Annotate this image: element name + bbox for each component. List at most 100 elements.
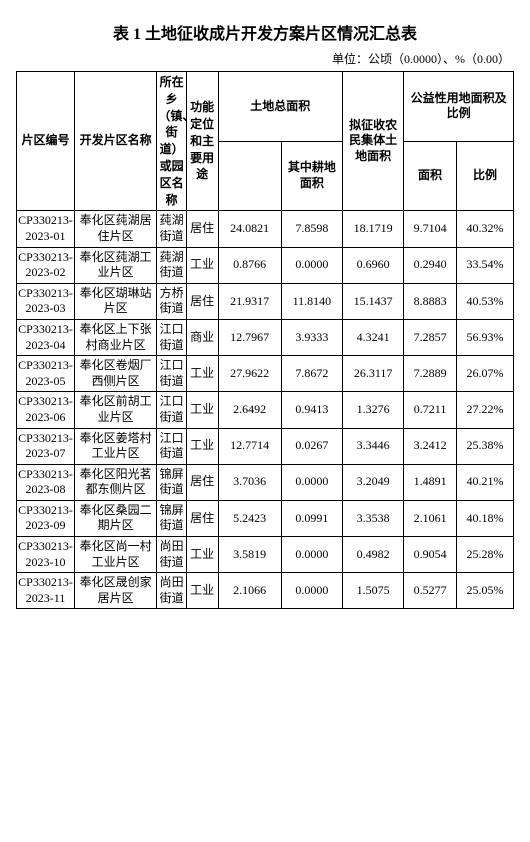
cell-gd: 7.8598 [281, 211, 342, 247]
cell-gd: 0.0000 [281, 464, 342, 500]
table-row: CP330213-2023-09奉化区桑园二期片区锦屏街道居住5.24230.0… [17, 500, 514, 536]
cell-gd: 11.8140 [281, 283, 342, 319]
cell-pub_pct: 33.54% [456, 247, 513, 283]
cell-total: 0.8766 [218, 247, 281, 283]
table-row: CP330213-2023-11奉化区晟创家居片区尚田街道工业2.10660.0… [17, 573, 514, 609]
col-gd: 其中耕地面积 [281, 141, 342, 211]
cell-pub_area: 0.7211 [404, 392, 457, 428]
cell-pub_pct: 40.21% [456, 464, 513, 500]
cell-town: 锦屏街道 [157, 464, 187, 500]
cell-use: 工业 [186, 247, 218, 283]
cell-town: 江口街道 [157, 392, 187, 428]
cell-coll: 18.1719 [343, 211, 404, 247]
cell-name: 奉化区晟创家居片区 [75, 573, 157, 609]
cell-use: 商业 [186, 319, 218, 355]
cell-total: 2.1066 [218, 573, 281, 609]
col-coll: 拟征收农民集体土地面积 [343, 72, 404, 211]
cell-pub_area: 7.2857 [404, 319, 457, 355]
cell-name: 奉化区瑚琳站片区 [75, 283, 157, 319]
unit-label: 单位：公顷（0.0000）、%（0.00） [16, 50, 514, 67]
cell-total: 12.7714 [218, 428, 281, 464]
cell-coll: 26.3117 [343, 356, 404, 392]
cell-pub_area: 0.5277 [404, 573, 457, 609]
cell-use: 居住 [186, 211, 218, 247]
col-pub-area: 面积 [404, 141, 457, 211]
cell-name: 奉化区莼湖居住片区 [75, 211, 157, 247]
cell-pub_pct: 40.53% [456, 283, 513, 319]
table-row: CP330213-2023-07奉化区姜塔村工业片区江口街道工业12.77140… [17, 428, 514, 464]
summary-table: 片区编号 开发片区名称 所在乡（镇、街道）或园区名称 功能定位和主要用途 土地总… [16, 71, 514, 609]
cell-name: 奉化区桑园二期片区 [75, 500, 157, 536]
cell-gd: 0.9413 [281, 392, 342, 428]
cell-coll: 3.3446 [343, 428, 404, 464]
cell-town: 方桥街道 [157, 283, 187, 319]
cell-town: 江口街道 [157, 319, 187, 355]
cell-use: 居住 [186, 500, 218, 536]
cell-use: 工业 [186, 392, 218, 428]
cell-use: 居住 [186, 464, 218, 500]
cell-id: CP330213-2023-03 [17, 283, 75, 319]
cell-coll: 4.3241 [343, 319, 404, 355]
cell-name: 奉化区姜塔村工业片区 [75, 428, 157, 464]
cell-pub_pct: 56.93% [456, 319, 513, 355]
cell-gd: 0.0000 [281, 247, 342, 283]
cell-town: 江口街道 [157, 428, 187, 464]
cell-name: 奉化区前胡工业片区 [75, 392, 157, 428]
col-name: 开发片区名称 [75, 72, 157, 211]
cell-id: CP330213-2023-06 [17, 392, 75, 428]
cell-pub_area: 0.9054 [404, 537, 457, 573]
cell-pub_area: 8.8883 [404, 283, 457, 319]
table-row: CP330213-2023-04奉化区上下张村商业片区江口街道商业12.7967… [17, 319, 514, 355]
col-pub-group: 公益性用地面积及比例 [404, 72, 514, 142]
cell-total: 21.9317 [218, 283, 281, 319]
cell-gd: 7.8672 [281, 356, 342, 392]
cell-coll: 1.3276 [343, 392, 404, 428]
cell-total: 5.2423 [218, 500, 281, 536]
cell-pub_area: 0.2940 [404, 247, 457, 283]
cell-pub_pct: 26.07% [456, 356, 513, 392]
cell-town: 莼湖街道 [157, 247, 187, 283]
col-pub-pct: 比例 [456, 141, 513, 211]
cell-pub_pct: 25.38% [456, 428, 513, 464]
col-id: 片区编号 [17, 72, 75, 211]
table-row: CP330213-2023-06奉化区前胡工业片区江口街道工业2.64920.9… [17, 392, 514, 428]
col-town: 所在乡（镇、街道）或园区名称 [157, 72, 187, 211]
table-row: CP330213-2023-02奉化区莼湖工业片区莼湖街道工业0.87660.0… [17, 247, 514, 283]
cell-town: 江口街道 [157, 356, 187, 392]
cell-coll: 15.1437 [343, 283, 404, 319]
cell-name: 奉化区尚一村工业片区 [75, 537, 157, 573]
cell-gd: 0.0267 [281, 428, 342, 464]
cell-id: CP330213-2023-07 [17, 428, 75, 464]
table-body: CP330213-2023-01奉化区莼湖居住片区莼湖街道居住24.08217.… [17, 211, 514, 609]
cell-coll: 0.6960 [343, 247, 404, 283]
cell-use: 工业 [186, 356, 218, 392]
cell-coll: 1.5075 [343, 573, 404, 609]
table-row: CP330213-2023-03奉化区瑚琳站片区方桥街道居住21.931711.… [17, 283, 514, 319]
table-row: CP330213-2023-08奉化区阳光茗都东侧片区锦屏街道居住3.70360… [17, 464, 514, 500]
cell-id: CP330213-2023-01 [17, 211, 75, 247]
cell-id: CP330213-2023-11 [17, 573, 75, 609]
cell-pub_area: 1.4891 [404, 464, 457, 500]
cell-pub_pct: 27.22% [456, 392, 513, 428]
cell-pub_pct: 25.05% [456, 573, 513, 609]
cell-total: 3.5819 [218, 537, 281, 573]
cell-id: CP330213-2023-10 [17, 537, 75, 573]
cell-id: CP330213-2023-05 [17, 356, 75, 392]
cell-town: 锦屏街道 [157, 500, 187, 536]
cell-gd: 0.0000 [281, 573, 342, 609]
cell-pub_area: 7.2889 [404, 356, 457, 392]
page-title: 表 1 土地征收成片开发方案片区情况汇总表 [16, 20, 514, 44]
table-row: CP330213-2023-05奉化区卷烟厂西侧片区江口街道工业27.96227… [17, 356, 514, 392]
cell-pub_pct: 25.28% [456, 537, 513, 573]
cell-pub_area: 2.1061 [404, 500, 457, 536]
cell-id: CP330213-2023-02 [17, 247, 75, 283]
cell-use: 工业 [186, 428, 218, 464]
cell-use: 居住 [186, 283, 218, 319]
cell-use: 工业 [186, 573, 218, 609]
cell-coll: 0.4982 [343, 537, 404, 573]
cell-use: 工业 [186, 537, 218, 573]
table-row: CP330213-2023-10奉化区尚一村工业片区尚田街道工业3.58190.… [17, 537, 514, 573]
cell-name: 奉化区阳光茗都东侧片区 [75, 464, 157, 500]
cell-total: 24.0821 [218, 211, 281, 247]
cell-pub_area: 9.7104 [404, 211, 457, 247]
